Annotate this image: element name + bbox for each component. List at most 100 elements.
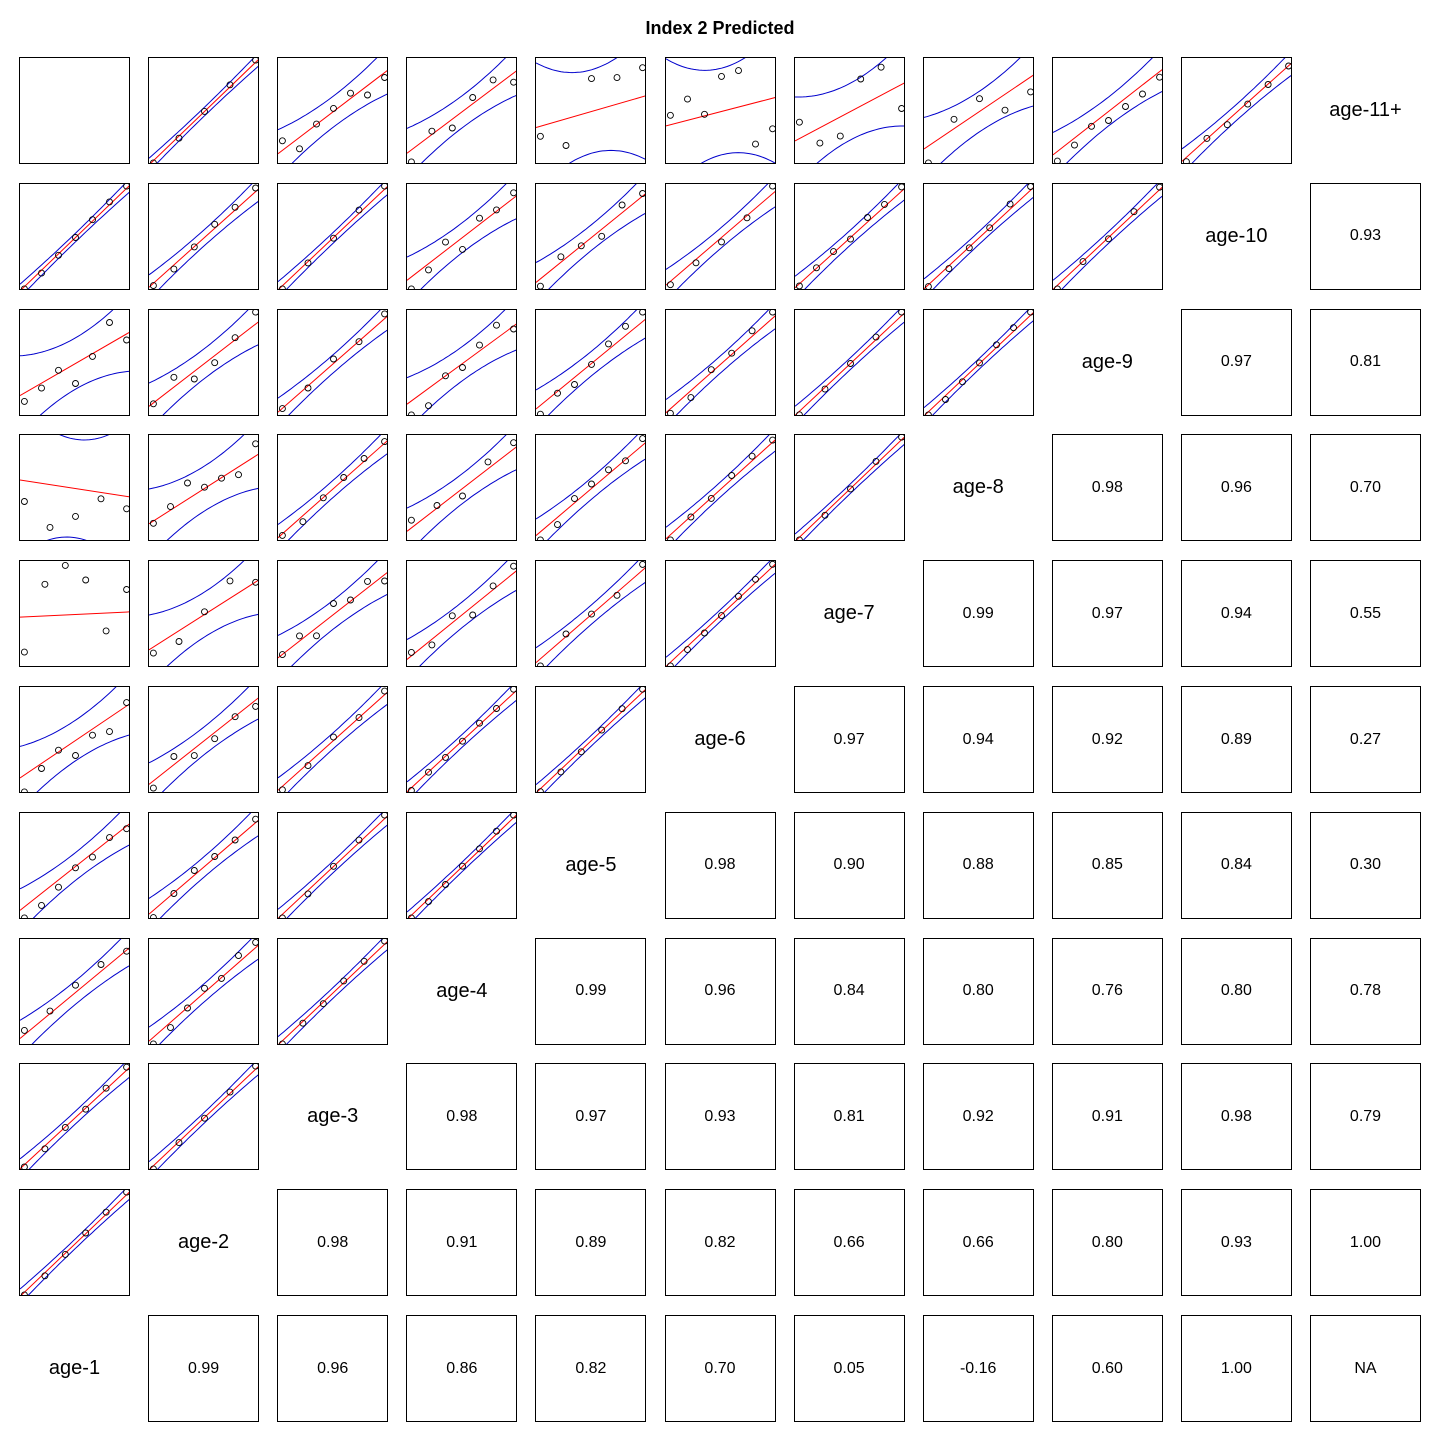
scatter-point [975,359,983,366]
confidence-band-upper [20,687,117,747]
regression-line [665,190,775,286]
scatter-point [340,474,348,482]
scatter-point [619,705,626,713]
scatter-plot-area [149,561,259,667]
correlation-value: 0.98 [317,1233,349,1251]
correlation-value: 0.60 [1091,1359,1123,1377]
scatter-point [190,375,198,383]
scatter-point [459,492,467,500]
confidence-band-upper [407,687,512,783]
scatter-panel [148,686,260,793]
scatter-point [707,365,715,373]
scatter-plot-area [923,183,1033,289]
scatter-point [510,562,517,570]
confidence-band-lower [1065,90,1162,163]
scatter-panel [406,811,518,919]
scatter-point [425,768,433,776]
scatter-point [330,862,338,870]
scatter-panel [922,182,1034,290]
scatter-panel [19,182,130,290]
regression-line [278,315,388,413]
scatter-panel [148,308,260,416]
scatter-panel [148,1063,260,1171]
correlation-value: 1.00 [1220,1359,1252,1377]
correlation-panel: 0.96 [664,937,776,1045]
scatter-point [743,214,750,222]
correlation-panel: 0.90 [793,811,905,919]
confidence-band-upper [1052,183,1158,281]
correlation-panel: -0.16 [922,1315,1034,1422]
scatter-point [38,269,45,277]
confidence-band-upper [665,309,769,400]
scatter-plot-area [149,938,259,1044]
correlation-panel: NA [1310,1315,1421,1422]
scatter-panel [19,1189,130,1297]
correlation-value: 0.98 [1220,1107,1252,1125]
scatter-point [408,285,416,289]
scatter-point [190,243,198,251]
confidence-band-lower [420,218,517,289]
regression-line [794,312,904,415]
scatter-plot-area [536,58,646,163]
scatter-point [150,281,157,289]
confidence-band-lower [546,582,646,667]
scatter-point [408,787,416,792]
scatter-point [877,63,885,71]
scatter-point [537,282,545,289]
confidence-band-lower [31,964,129,1044]
scatter-point [945,264,953,272]
confidence-band-upper [407,812,513,913]
scatter-point [821,385,829,393]
scatter-panel [277,811,389,919]
confidence-band-upper [149,561,245,616]
scatter-point [836,132,844,140]
correlation-value: 0.89 [1220,730,1252,748]
scatter-point [639,435,646,443]
scatter-point [1053,157,1061,163]
scatter-point [489,76,497,84]
scatter-point [20,648,28,656]
scatter-point [1079,257,1087,265]
correlation-value: 0.91 [1091,1107,1123,1125]
scatter-point [61,1251,69,1259]
scatter-point [218,974,226,982]
scatter-point [856,75,864,83]
scatter-plot-area [278,183,388,289]
confidence-band-lower [287,704,388,792]
scatter-point [201,1115,209,1123]
scatter-point [985,224,993,232]
scatter-point [897,105,904,112]
scatter-point [493,321,501,329]
scatter-plot-area [665,183,775,289]
scatter-point [924,159,932,163]
scatter-point [727,349,735,357]
confidence-band-lower [291,594,388,667]
correlation-panel: 0.98 [1180,1063,1292,1171]
scatter-point [598,726,606,734]
scatter-panel [535,57,647,164]
scatter-point [304,890,312,898]
regression-line [149,819,259,915]
scatter-plot-area [1052,58,1162,163]
confidence-band-lower [162,343,259,415]
correlation-panel: 0.05 [793,1315,905,1422]
scatter-point [72,752,79,759]
correlation-panel: 0.89 [1180,686,1292,793]
scatter-point [38,765,45,772]
regression-line [536,318,646,409]
scatter-point [150,784,157,792]
scatter-point [279,532,287,540]
scatter-point [364,578,372,586]
scatter-point [493,705,501,712]
correlation-panel: 0.85 [1051,811,1163,919]
scatter-panel [19,57,130,164]
scatter-panel [793,308,905,416]
regression-line [1052,186,1162,289]
scatter-point [20,1163,28,1170]
scatter-point [554,389,562,397]
scatter-plot-area [20,1190,129,1296]
scatter-plot-area [278,812,388,918]
correlation-panel: 0.55 [1310,560,1421,668]
scatter-point [102,627,110,635]
regression-line [149,944,259,1042]
